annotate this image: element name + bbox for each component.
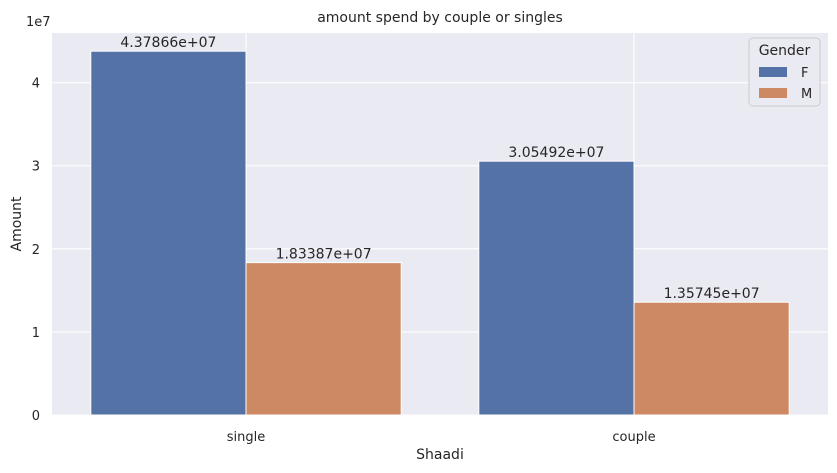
bar-m-single (245, 262, 402, 416)
bar-data-label: 3.05492e+07 (508, 145, 604, 161)
x-axis-label: Shaadi (416, 447, 464, 463)
x-tick-label: single (227, 430, 266, 445)
bar-data-label: 1.83387e+07 (276, 247, 372, 263)
bar-m-couple (633, 301, 790, 416)
bars (90, 50, 790, 416)
legend-title: Gender (759, 43, 811, 59)
chart-title: amount spend by couple or singles (317, 10, 563, 26)
legend-label-f: F (801, 66, 808, 81)
bar-f-couple (478, 160, 635, 416)
y-tick-label: 0 (32, 409, 40, 424)
y-tick-label: 2 (32, 243, 40, 258)
bar-data-label: 1.35745e+07 (664, 286, 760, 302)
y-tick-label: 3 (32, 160, 40, 175)
legend-label-m: M (801, 87, 812, 102)
y-ticks: 0 1 2 3 4 (32, 77, 40, 424)
y-tick-label: 1 (32, 326, 40, 341)
legend-swatch-f (759, 67, 787, 77)
bar-f-single (90, 50, 247, 416)
bar-data-labels: 4.37866e+07 3.05492e+07 1.83387e+07 1.35745… (120, 35, 759, 302)
y-tick-label: 4 (32, 77, 40, 92)
y-axis-offset-text: 1e7 (26, 15, 51, 30)
bar-data-label: 4.37866e+07 (120, 35, 216, 51)
legend: Gender FM (748, 37, 821, 107)
y-axis-label: Amount (9, 196, 25, 252)
x-ticks: single couple (227, 430, 656, 445)
x-tick-label: couple (612, 430, 655, 445)
legend-swatch-m (759, 88, 787, 98)
